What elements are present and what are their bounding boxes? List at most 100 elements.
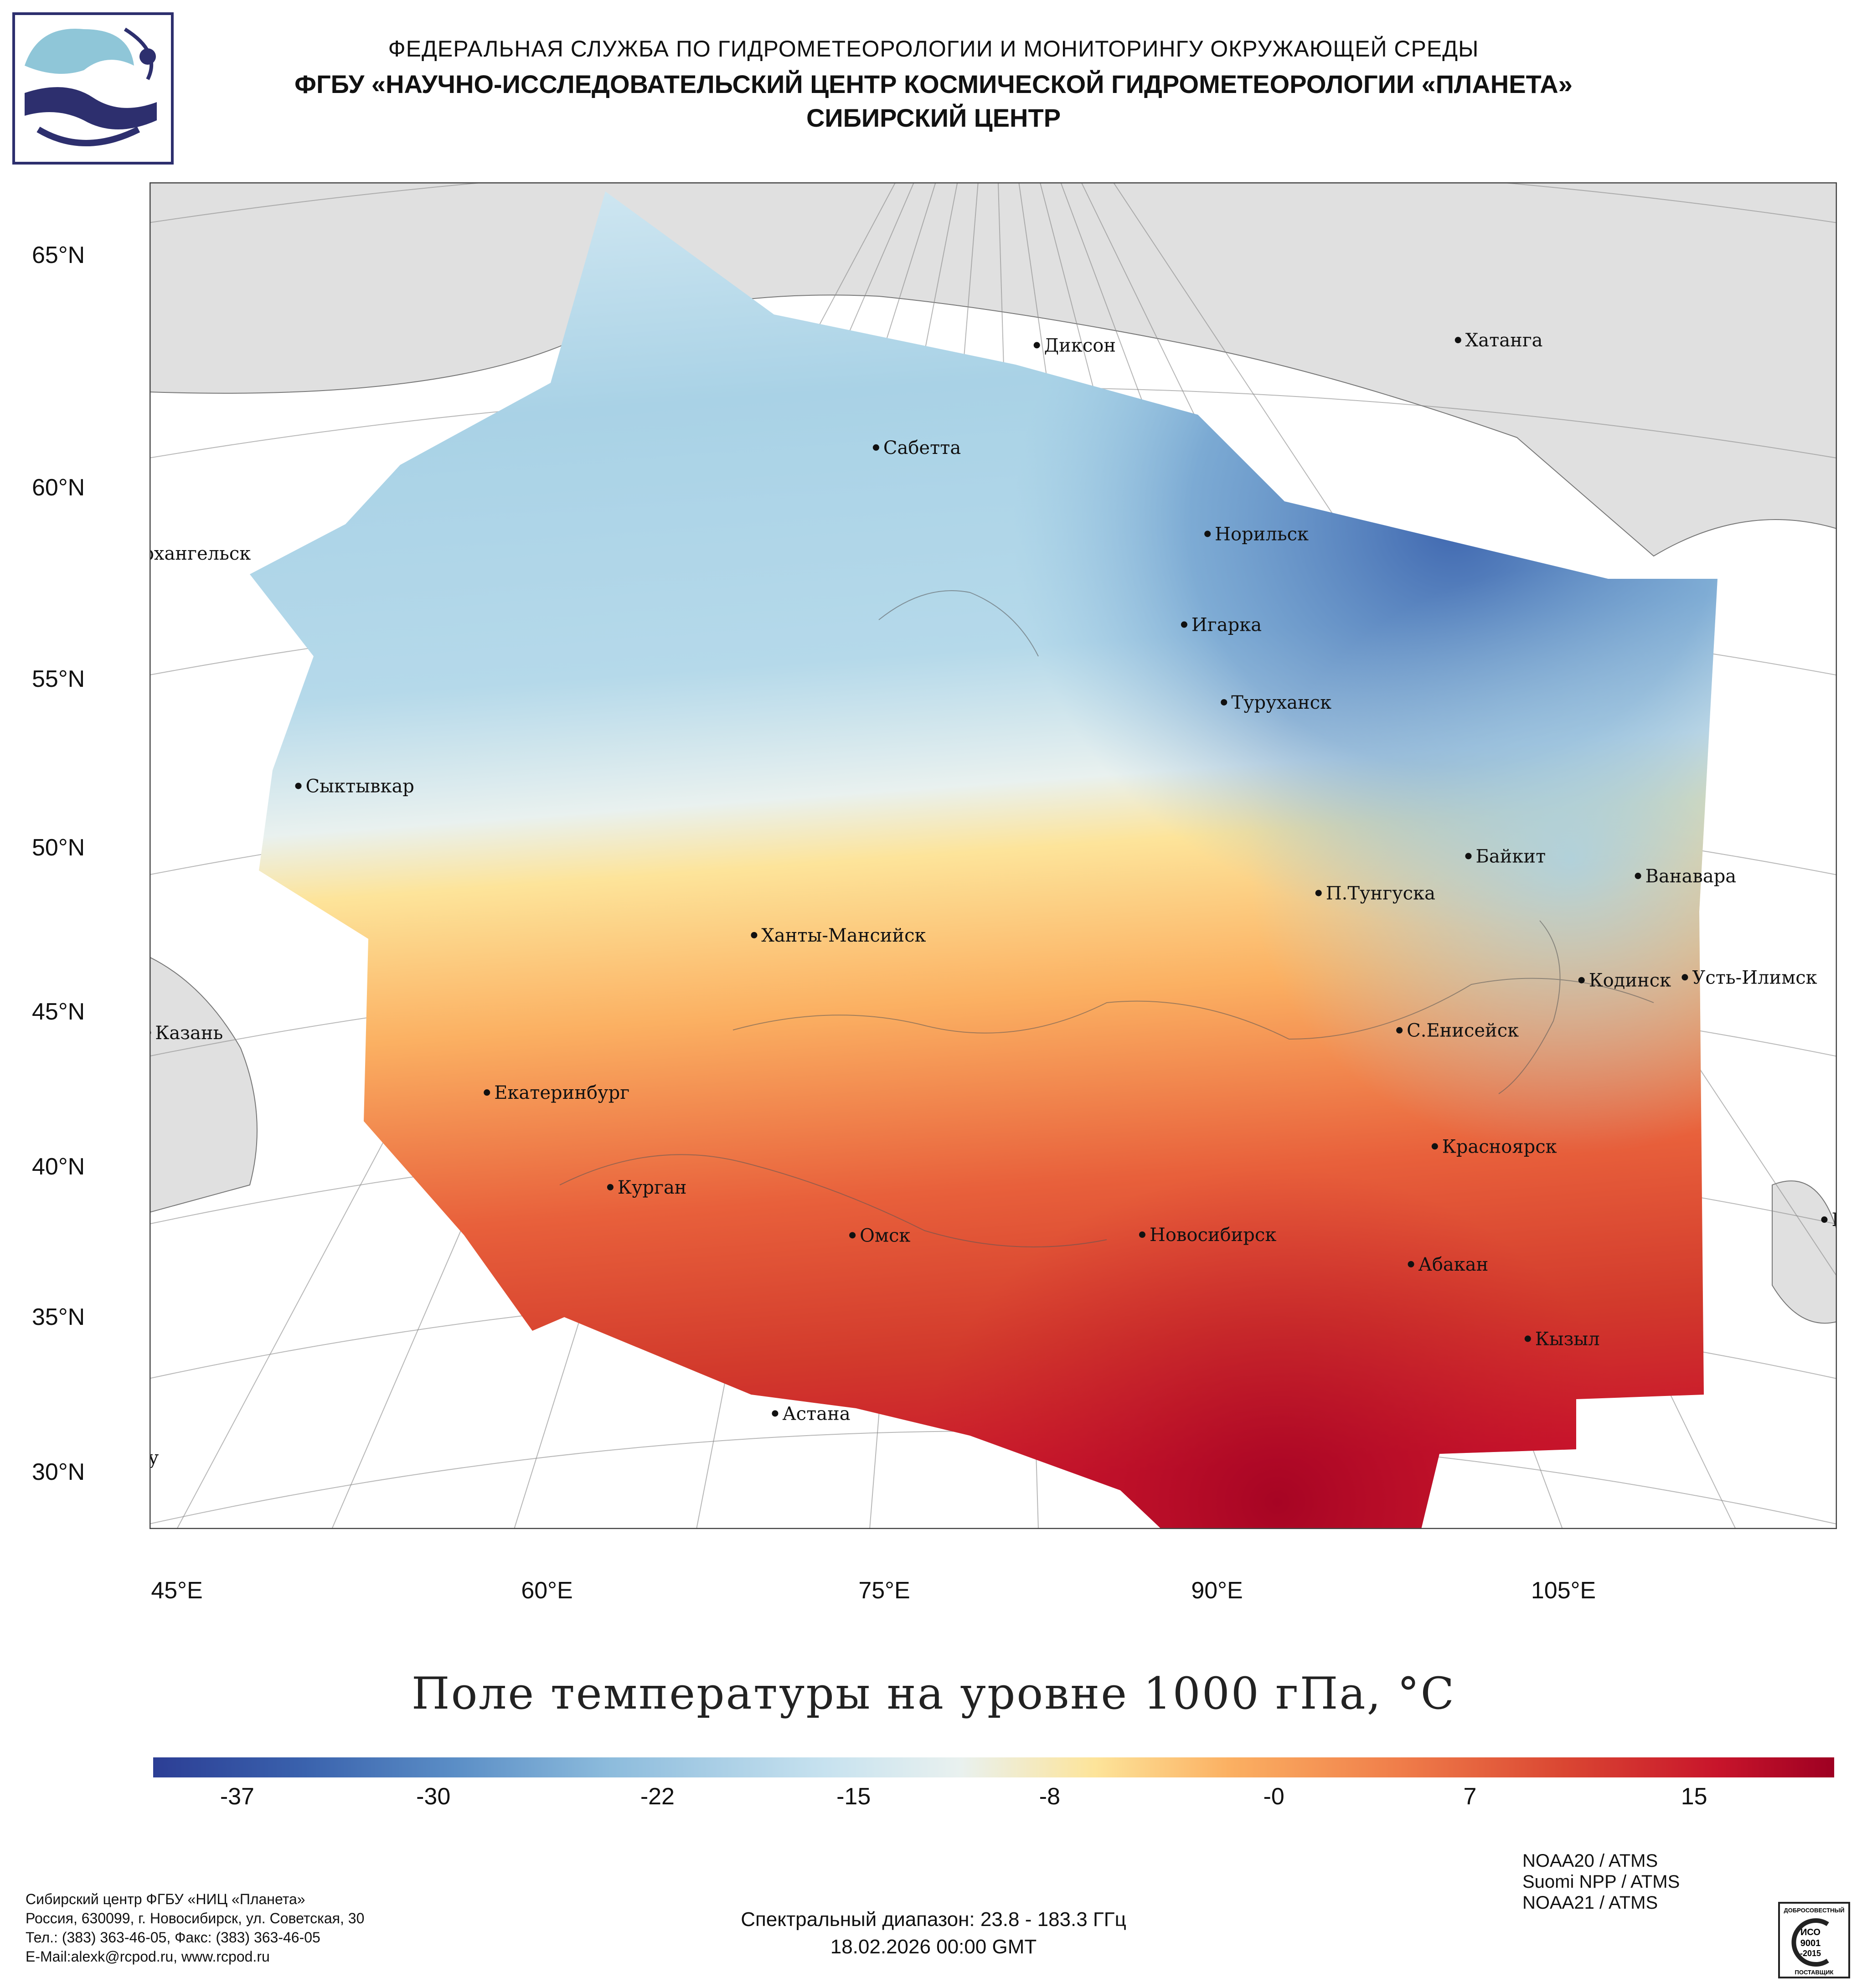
satellite-list: NOAA20 / ATMS Suomi NPP / ATMS NOAA21 / … — [1522, 1850, 1680, 1913]
city-label: Казань — [155, 1023, 223, 1044]
planeta-logo — [12, 12, 174, 165]
lon-label-90: 90°E — [1191, 1577, 1243, 1604]
lon-label-105: 105°E — [1531, 1577, 1596, 1604]
city-label: Игарка — [1191, 614, 1262, 635]
lat-label-65: 65°N — [32, 242, 85, 268]
city-dot — [1635, 872, 1641, 879]
city-marker: С.Енисейск — [1396, 1020, 1519, 1041]
contact-line-org: Сибирский центр ФГБУ «НИЦ «Планета» — [26, 1891, 305, 1907]
city-label: П.Тунгуска — [1326, 883, 1435, 904]
city-dot — [1181, 621, 1187, 628]
city-marker: Красноярск — [1431, 1136, 1557, 1157]
city-marker: Иркутск — [1821, 1210, 1837, 1231]
cert-top: ДОБРОСОВЕСТНЫЙ — [1784, 1907, 1844, 1914]
city-dot — [849, 1232, 856, 1239]
cert-bottom: ПОСТАВЩИК — [1795, 1969, 1834, 1976]
spectral-info: Спектральный диапазон: 23.8 - 183.3 ГГц … — [0, 1906, 1867, 1961]
city-marker: Астана — [772, 1403, 851, 1424]
city-label: Новосибирск — [1150, 1225, 1276, 1246]
city-dot — [1139, 1231, 1145, 1238]
city-dot — [1033, 342, 1040, 349]
city-marker: Омск — [849, 1225, 910, 1246]
city-marker: Кызыл — [1524, 1329, 1600, 1349]
colorbar-tick: -30 — [416, 1783, 451, 1810]
city-dot — [1578, 977, 1585, 984]
city-label: Сыктывкар — [306, 776, 414, 797]
city-dot — [751, 932, 758, 938]
city-marker: Новосибирск — [1139, 1225, 1276, 1246]
lon-label-75: 75°E — [858, 1577, 910, 1604]
city-marker: Сабетта — [872, 438, 961, 458]
city-label: Иркутск — [1831, 1210, 1837, 1231]
temperature-map: Диксон Хатанга Сабетта Норильск Архангельск И… — [150, 182, 1837, 1529]
city-label: Екатеринбург — [494, 1082, 629, 1103]
contact-line-phone: Тел.: (383) 363-46-05, Факс: (383) 363-4… — [26, 1929, 320, 1946]
header-center: СИБИРСКИЙ ЦЕНТР — [806, 103, 1061, 132]
city-marker: Екатеринбург — [484, 1082, 629, 1103]
city-marker: Норильск — [1204, 524, 1309, 545]
city-label: Ханты-Мансийск — [761, 925, 926, 946]
city-dot — [1524, 1335, 1531, 1342]
city-dot — [772, 1410, 779, 1417]
lat-label-60: 60°N — [32, 474, 85, 501]
city-marker: Сыктывкар — [295, 776, 414, 797]
city-dot — [1408, 1261, 1414, 1267]
cert-year: -2015 — [1800, 1949, 1821, 1958]
satellite-item: NOAA21 / ATMS — [1522, 1893, 1658, 1913]
contact-info: Сибирский центр ФГБУ «НИЦ «Планета» Росс… — [26, 1890, 364, 1966]
city-label: Красноярск — [1442, 1136, 1557, 1157]
city-label: Диксон — [1044, 335, 1116, 356]
header-agency: ФЕДЕРАЛЬНАЯ СЛУЖБА ПО ГИДРОМЕТЕОРОЛОГИИ … — [388, 36, 1479, 62]
city-dot — [1454, 337, 1461, 344]
city-marker: Усть-Илимск — [1681, 967, 1817, 988]
city-marker: Игарка — [1181, 614, 1262, 635]
city-marker: Диксон — [1033, 335, 1116, 356]
lat-label-35: 35°N — [32, 1304, 85, 1330]
colorbar-tick: -8 — [1039, 1783, 1061, 1810]
city-label: Курган — [618, 1177, 687, 1198]
header-institute: ФГБУ «НАУЧНО-ИССЛЕДОВАТЕЛЬСКИЙ ЦЕНТР КОС… — [294, 70, 1573, 98]
city-marker: Туруханск — [1221, 692, 1331, 713]
lon-label-45: 45°E — [151, 1577, 203, 1604]
city-dot — [1465, 853, 1472, 860]
iso-certificate-badge: ДОБРОСОВЕСТНЫЙ ИСО 9001 -2015 ПОСТАВЩИК — [1778, 1902, 1850, 1978]
cert-number: 9001 — [1800, 1938, 1821, 1948]
city-label: Ванавара — [1645, 866, 1737, 887]
city-dot — [872, 444, 879, 451]
city-label: Кызыл — [1535, 1329, 1600, 1349]
cert-iso: ИСО — [1800, 1927, 1821, 1937]
colorbar — [153, 1757, 1834, 1777]
plot-title: Поле температуры на уровне 1000 гПа, °C — [411, 1668, 1456, 1719]
city-marker: П.Тунгуска — [1315, 883, 1435, 904]
lat-label-55: 55°N — [32, 666, 85, 692]
city-marker: Курган — [607, 1177, 687, 1198]
city-label: С.Енисейск — [1407, 1020, 1519, 1041]
lon-label-60: 60°E — [521, 1577, 573, 1604]
lat-label-30: 30°N — [32, 1459, 85, 1485]
colorbar-tick: 15 — [1681, 1783, 1707, 1810]
colorbar-tick: -22 — [640, 1783, 675, 1810]
city-dot — [1821, 1216, 1828, 1223]
city-dot — [1431, 1143, 1438, 1150]
datetime: 18.02.2026 00:00 GMT — [830, 1936, 1037, 1958]
city-marker: Ванавара — [1635, 866, 1737, 887]
contact-line-address: Россия, 630099, г. Новосибирск, ул. Сове… — [26, 1910, 365, 1926]
lat-label-50: 50°N — [32, 834, 85, 861]
city-marker: Казань — [150, 1023, 223, 1044]
lat-label-45: 45°N — [32, 999, 85, 1025]
city-dot — [1204, 530, 1211, 537]
city-marker: Ханты-Мансийск — [751, 925, 926, 946]
city-marker: Атырау — [150, 1447, 159, 1468]
city-dot — [1681, 974, 1688, 981]
city-marker: Абакан — [1408, 1254, 1488, 1275]
city-dot — [1396, 1027, 1403, 1034]
city-marker: Архангельск — [150, 543, 251, 564]
city-label: Кодинск — [1589, 970, 1671, 991]
colorbar-tick: -37 — [220, 1783, 254, 1810]
satellite-item: NOAA20 / ATMS — [1522, 1851, 1658, 1871]
city-dot — [484, 1089, 490, 1096]
cities-layer: Диксон Хатанга Сабетта Норильск Архангельск И… — [150, 330, 1837, 1468]
city-label: Сабетта — [883, 438, 961, 458]
contact-line-email: E-Mail:alexk@rcpod.ru, www.rcpod.ru — [26, 1948, 270, 1965]
city-dot — [1315, 890, 1322, 896]
